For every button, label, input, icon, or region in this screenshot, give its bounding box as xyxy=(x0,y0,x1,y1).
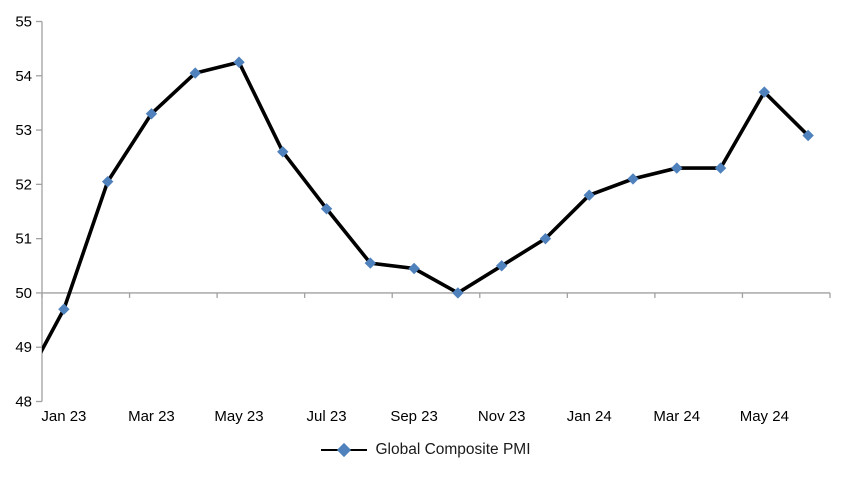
x-tick-label: May 24 xyxy=(740,408,789,425)
data-point-diamond xyxy=(145,108,158,120)
data-point-diamond xyxy=(627,173,639,185)
data-point-diamond xyxy=(671,162,683,174)
y-tick-label: 51 xyxy=(15,231,32,248)
x-axis xyxy=(41,292,831,298)
x-tick-label: May 23 xyxy=(214,408,263,425)
y-tick-label: 55 xyxy=(15,14,32,31)
data-point-diamond xyxy=(583,189,595,201)
data-point-diamond xyxy=(408,262,420,275)
data-point-diamond xyxy=(452,287,464,299)
y-tick-label: 53 xyxy=(15,122,32,139)
data-point-diamond xyxy=(189,67,201,79)
x-tick-label: Sep 23 xyxy=(390,408,438,425)
x-tick-label: Jan 24 xyxy=(567,408,612,425)
x-tick-label: Nov 23 xyxy=(478,408,526,425)
data-point-diamond xyxy=(364,257,377,269)
y-tick-label: 49 xyxy=(15,339,32,356)
data-point-diamond xyxy=(101,175,114,188)
x-tick-label: Jul 23 xyxy=(307,408,347,425)
x-tick-label: Mar 24 xyxy=(653,408,700,425)
data-point-diamond xyxy=(495,260,508,272)
x-axis-labels: Jan 23 Mar 23 May 23 Jul 23 Sep 23 Nov 23 Jan … xyxy=(41,408,789,425)
y-tick-label: 48 xyxy=(15,394,32,411)
data-point-diamond xyxy=(714,162,727,174)
chart-canvas: 55 54 53 52 51 50 49 48 Jan 23 Mar 23 May 23 Jul 23… xyxy=(15,14,831,425)
y-axis xyxy=(36,20,43,403)
y-tick-label: 52 xyxy=(15,176,32,193)
y-axis-labels: 55 54 53 52 51 50 49 48 xyxy=(15,14,32,411)
data-point-diamond xyxy=(58,303,70,315)
series-line xyxy=(42,60,810,354)
legend-diamond-marker-icon xyxy=(337,442,352,458)
legend-line-diamond-icon xyxy=(321,442,368,458)
data-point-diamond xyxy=(758,86,771,98)
data-point-diamond xyxy=(233,56,245,68)
y-tick-label: 54 xyxy=(15,68,32,85)
series-markers xyxy=(58,56,814,315)
x-tick-label: Jan 23 xyxy=(41,408,86,425)
legend-label: Global Composite PMI xyxy=(375,441,531,458)
data-point-diamond xyxy=(320,203,333,215)
y-tick-label: 50 xyxy=(15,285,32,302)
data-point-diamond xyxy=(539,232,552,245)
x-tick-label: Mar 23 xyxy=(128,408,175,425)
data-point-diamond xyxy=(277,146,289,158)
data-point-diamond xyxy=(802,129,814,142)
chart-legend: Global Composite PMI xyxy=(0,434,852,466)
